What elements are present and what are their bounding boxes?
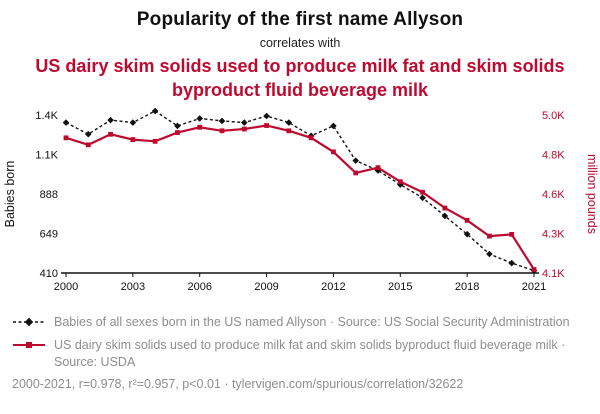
- svg-text:2012: 2012: [321, 281, 345, 293]
- svg-text:2021: 2021: [522, 281, 546, 293]
- svg-text:2009: 2009: [254, 281, 278, 293]
- svg-text:2006: 2006: [187, 281, 211, 293]
- svg-text:649: 649: [40, 228, 58, 240]
- svg-text:5.0K: 5.0K: [542, 110, 565, 122]
- legend-label-allyson: Babies of all sexes born in the US named…: [54, 314, 570, 329]
- red-title: US dairy skim solids used to produce mil…: [35, 56, 565, 100]
- legend-label-skim-solids: US dairy skim solids used to produce mil…: [54, 338, 566, 369]
- legend-item-skim-solids: US dairy skim solids used to produce mil…: [12, 337, 588, 370]
- legend-item-allyson: Babies of all sexes born in the US named…: [12, 314, 588, 331]
- svg-text:888: 888: [40, 189, 58, 201]
- chart-area: 1.4K 1.1K 888 649 410 5.0K 4.8K 4.6K 4.3K 4.1K 200…: [0, 105, 600, 306]
- svg-text:4.8K: 4.8K: [542, 149, 565, 161]
- svg-text:4.6K: 4.6K: [542, 189, 565, 201]
- svg-text:4.3K: 4.3K: [542, 228, 565, 240]
- svg-text:2003: 2003: [121, 281, 145, 293]
- subtitle: correlates with: [259, 36, 341, 50]
- svg-text:1.1K: 1.1K: [35, 149, 58, 161]
- svg-text:4.1K: 4.1K: [542, 268, 565, 280]
- svg-text:Babies born: Babies born: [3, 160, 17, 227]
- legend: Babies of all sexes born in the US named…: [12, 314, 588, 371]
- svg-text:million pounds: million pounds: [585, 154, 599, 234]
- legend-marker-allyson-icon: [13, 317, 45, 326]
- footer-text: 2000-2021, r=0.978, r²=0.957, p<0.01 · t…: [12, 377, 464, 391]
- svg-text:1.4K: 1.4K: [35, 110, 58, 122]
- svg-text:2015: 2015: [388, 281, 412, 293]
- svg-text:410: 410: [40, 268, 58, 280]
- svg-text:2000: 2000: [54, 281, 78, 293]
- legend-marker-skim-solids-icon: [13, 342, 45, 348]
- page-title: Popularity of the first name Allyson: [136, 9, 464, 30]
- svg-text:2018: 2018: [455, 281, 479, 293]
- chart-svg: 1.4K 1.1K 888 649 410 5.0K 4.8K 4.6K 4.3K 4.1K 200…: [3, 107, 599, 293]
